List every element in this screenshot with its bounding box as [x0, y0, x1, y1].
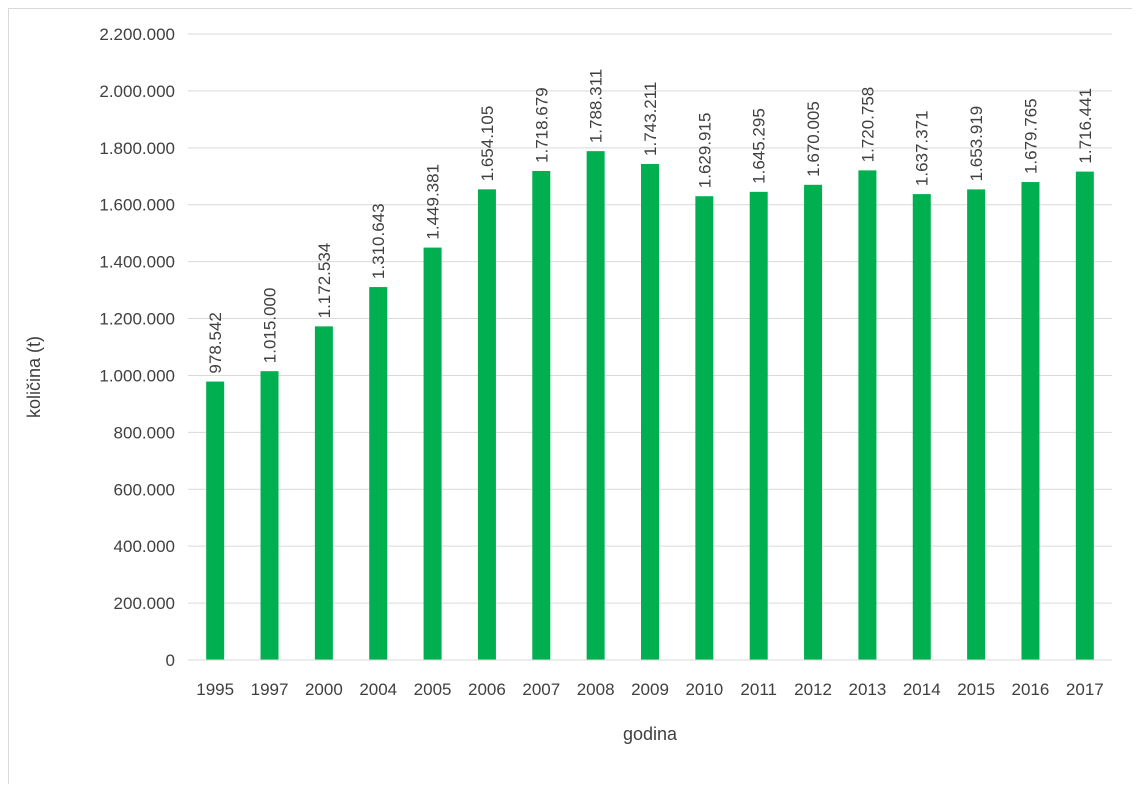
- data-label: 1.645.295: [750, 108, 769, 184]
- y-axis-title: količina (t): [24, 336, 44, 418]
- y-tick-label: 1.000.000: [99, 366, 175, 385]
- bar-2013: [858, 170, 877, 660]
- bar-2012: [804, 184, 823, 660]
- bar-2017: [1075, 171, 1094, 660]
- bar-2004: [369, 287, 388, 660]
- data-label: 1.716.441: [1076, 88, 1095, 164]
- y-tick-label: 1.600.000: [99, 196, 175, 215]
- chart-frame: [8, 8, 1132, 784]
- data-label: 1.449.381: [424, 164, 443, 240]
- bar-2007: [532, 170, 551, 660]
- x-tick-label: 2010: [685, 680, 723, 699]
- bars: [206, 151, 1094, 661]
- y-tick-label: 2.000.000: [99, 82, 175, 101]
- x-tick-label: 2007: [522, 680, 560, 699]
- data-labels: 978.542 1.015.000 1.172.534 1.310.643 1.449.…: [206, 69, 1095, 374]
- data-label: 1.015.000: [261, 288, 280, 364]
- data-label: 1.310.643: [369, 203, 388, 279]
- bar-2011: [749, 191, 768, 660]
- y-tick-label: 1.400.000: [99, 253, 175, 272]
- bar-2009: [641, 163, 659, 660]
- bar-2006: [477, 189, 496, 660]
- x-axis-title: godina: [623, 724, 678, 744]
- x-tick-label: 2005: [414, 680, 452, 699]
- x-tick-label: 2011: [740, 680, 777, 699]
- y-tick-label: 2.200.000: [99, 25, 175, 44]
- y-tick-label: 600.000: [114, 480, 175, 499]
- x-tick-label: 2008: [577, 680, 615, 699]
- x-tick-label: 2000: [305, 680, 343, 699]
- data-label: 978.542: [206, 312, 225, 373]
- x-tick-label: 2009: [631, 680, 669, 699]
- data-label: 1.788.311: [587, 69, 606, 143]
- data-label: 1.629.915: [695, 113, 714, 189]
- data-label: 1.172.534: [315, 243, 334, 319]
- x-axis-ticks: 1995 1997 2000 2004 2005 2006 2007 2008 2009 2010…: [196, 680, 1103, 699]
- bar-2010: [695, 196, 714, 660]
- y-tick-label: 800.000: [114, 423, 175, 442]
- x-tick-label: 1997: [251, 680, 289, 699]
- x-tick-label: 1995: [196, 680, 234, 699]
- x-tick-label: 2015: [957, 680, 995, 699]
- bar-2014: [912, 194, 931, 661]
- x-tick-label: 2013: [848, 680, 886, 699]
- bar-1995: [206, 381, 225, 660]
- data-label: 1.670.005: [804, 101, 823, 177]
- x-tick-label: 2017: [1066, 680, 1104, 699]
- y-axis-ticks: 0 200.000 400.000 600.000 800.000 1.000.000 1.…: [99, 25, 175, 670]
- x-tick-label: 2014: [903, 680, 941, 699]
- y-tick-label: 1.200.000: [99, 310, 175, 329]
- data-label: 1.637.371: [913, 110, 932, 186]
- data-label: 1.679.765: [1021, 98, 1040, 174]
- x-tick-label: 2016: [1012, 680, 1050, 699]
- data-label: 1.743.211: [641, 82, 660, 156]
- data-label: 1.654.105: [478, 106, 497, 182]
- bar-1997: [260, 371, 279, 660]
- bar-2000: [314, 326, 333, 660]
- data-label: 1.720.758: [858, 87, 877, 163]
- data-label: 1.718.679: [532, 87, 551, 163]
- bar-2016: [1021, 182, 1040, 660]
- y-tick-label: 0: [166, 651, 175, 670]
- bar-2005: [423, 247, 442, 661]
- x-tick-label: 2012: [794, 680, 832, 699]
- x-tick-label: 2004: [359, 680, 397, 699]
- bar-2015: [967, 189, 986, 660]
- data-label: 1.653.919: [967, 106, 986, 182]
- x-tick-label: 2006: [468, 680, 506, 699]
- y-tick-label: 200.000: [114, 594, 175, 613]
- y-tick-label: 400.000: [114, 537, 175, 556]
- y-tick-label: 1.800.000: [99, 139, 175, 158]
- bar-2008: [586, 151, 605, 660]
